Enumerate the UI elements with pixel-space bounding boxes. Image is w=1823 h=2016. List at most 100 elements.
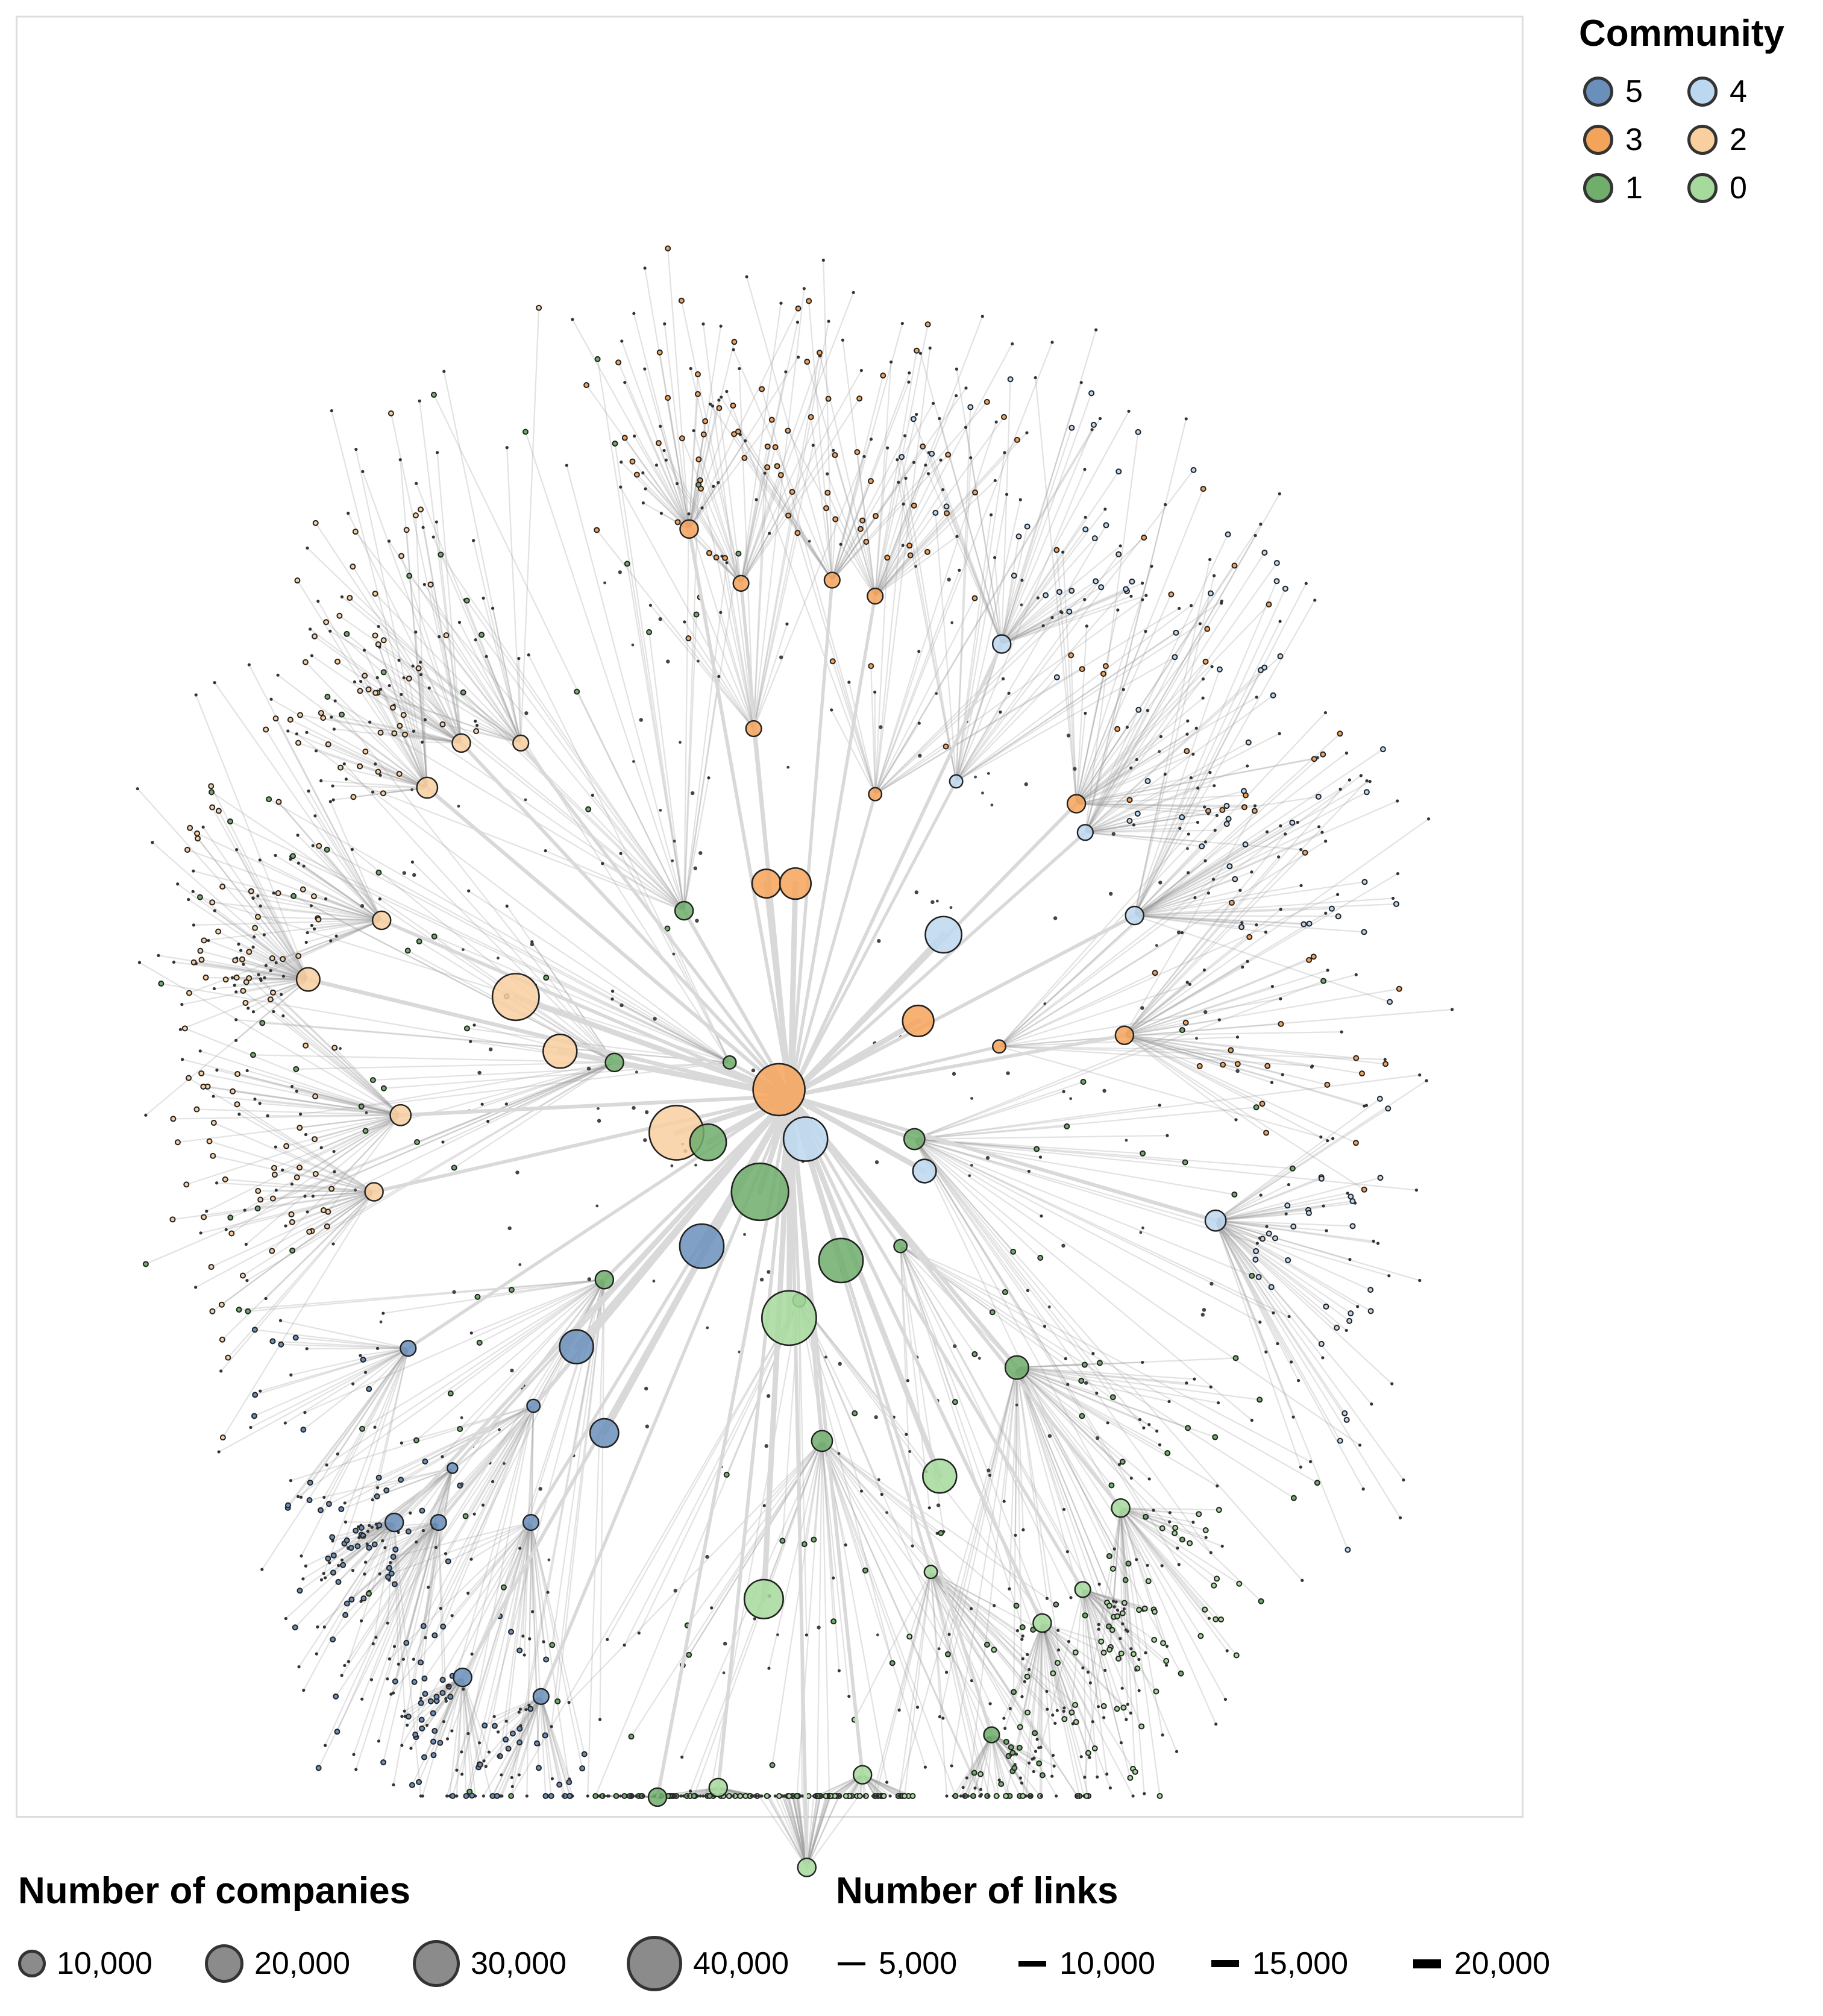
leaf-node bbox=[320, 1207, 327, 1214]
leaf-node bbox=[431, 933, 438, 940]
leaf-node bbox=[252, 1392, 259, 1398]
hub-node bbox=[912, 1158, 937, 1184]
edge bbox=[955, 494, 1008, 782]
leaf-node bbox=[246, 975, 253, 982]
edge bbox=[792, 1795, 808, 1868]
hub-link bbox=[788, 831, 1087, 1098]
leaf-node bbox=[272, 891, 275, 895]
leaf-node bbox=[1122, 1607, 1126, 1611]
size-label: 30,000 bbox=[471, 1946, 567, 1981]
leaf-node bbox=[1080, 1079, 1087, 1085]
edge bbox=[307, 919, 382, 934]
edge bbox=[510, 1300, 800, 1797]
leaf-node bbox=[521, 1634, 525, 1638]
leaf-node bbox=[635, 1794, 638, 1798]
leaf-node bbox=[505, 1745, 512, 1752]
edge bbox=[1016, 1367, 1120, 1465]
edge bbox=[831, 480, 872, 580]
hub-link bbox=[788, 1018, 921, 1099]
leaf-node bbox=[412, 729, 416, 733]
edge bbox=[1124, 1034, 1263, 1105]
edge bbox=[806, 1795, 839, 1868]
edge bbox=[340, 1467, 453, 1510]
leaf-node bbox=[305, 730, 309, 734]
leaf-node bbox=[151, 841, 154, 844]
leaf-node bbox=[245, 1279, 249, 1283]
edge bbox=[806, 1795, 830, 1868]
hub-node bbox=[1004, 1355, 1029, 1380]
leaf-node bbox=[637, 1631, 641, 1635]
edge bbox=[327, 1114, 401, 1213]
leaf-node bbox=[973, 1786, 977, 1790]
edge bbox=[914, 1138, 1261, 1323]
inner-node bbox=[808, 539, 811, 543]
edge bbox=[188, 899, 309, 980]
inner-node bbox=[952, 1072, 956, 1076]
leaf-node bbox=[1199, 843, 1205, 850]
edge bbox=[214, 682, 383, 921]
leaf-node bbox=[1348, 1258, 1352, 1261]
edge bbox=[999, 972, 1156, 1047]
leaf-node bbox=[1000, 413, 1007, 420]
inner-node bbox=[1108, 891, 1113, 896]
leaf-node bbox=[391, 1581, 398, 1587]
edge bbox=[341, 1522, 395, 1561]
edge bbox=[698, 459, 742, 584]
edge bbox=[283, 919, 382, 959]
edge bbox=[383, 1279, 604, 1314]
leaf-node bbox=[692, 429, 695, 433]
edge bbox=[422, 1522, 439, 1627]
edge bbox=[378, 1405, 534, 1478]
leaf-node bbox=[856, 1793, 863, 1799]
edge bbox=[821, 1440, 982, 1797]
edge bbox=[1215, 1220, 1401, 1518]
edge bbox=[391, 1522, 532, 1574]
leaf-node bbox=[1126, 1703, 1129, 1706]
edge bbox=[738, 368, 755, 729]
edge bbox=[900, 1246, 1137, 1671]
hub-node bbox=[867, 587, 884, 605]
inner-node bbox=[1073, 767, 1077, 771]
leaf-node bbox=[1290, 1495, 1297, 1501]
leaf-node bbox=[390, 1554, 397, 1560]
edge bbox=[1120, 1507, 1168, 1647]
edge bbox=[557, 1280, 605, 1702]
leaf-node bbox=[1091, 1745, 1098, 1752]
leaf-node bbox=[607, 1794, 611, 1798]
edge bbox=[1085, 796, 1319, 834]
leaf-node bbox=[1259, 1193, 1263, 1197]
link-legend-title: Number of links bbox=[836, 1870, 1119, 1912]
leaf-node bbox=[136, 787, 139, 791]
edge bbox=[145, 979, 309, 1116]
leaf-node bbox=[288, 1211, 295, 1217]
edge bbox=[265, 729, 383, 921]
inner-node bbox=[1047, 1305, 1051, 1308]
leaf-node bbox=[496, 1730, 500, 1734]
leaf-node bbox=[1106, 1553, 1112, 1559]
leaf-node bbox=[448, 1794, 451, 1798]
leaf-node bbox=[574, 688, 580, 695]
leaf-node bbox=[258, 1102, 262, 1105]
edge bbox=[1120, 1507, 1217, 1580]
leaf-node bbox=[482, 1722, 488, 1729]
edge bbox=[782, 1795, 808, 1868]
hub-node bbox=[674, 900, 694, 921]
leaf-node bbox=[654, 463, 659, 467]
edge bbox=[297, 834, 382, 921]
leaf-node bbox=[628, 1794, 632, 1798]
leaf-node bbox=[1202, 1527, 1209, 1533]
leaf-node bbox=[314, 749, 318, 753]
leaf-node bbox=[206, 1138, 213, 1145]
edge bbox=[254, 1348, 409, 1417]
leaf-node bbox=[543, 975, 550, 981]
edge bbox=[225, 1191, 374, 1231]
edge bbox=[415, 632, 428, 788]
edge bbox=[372, 1522, 395, 1644]
leaf-node bbox=[415, 1540, 418, 1544]
edge bbox=[1134, 878, 1235, 917]
edge bbox=[362, 1279, 605, 1430]
leaf-node bbox=[1137, 1657, 1141, 1662]
leaf-node bbox=[1450, 1008, 1454, 1011]
leaf-node bbox=[1105, 1773, 1109, 1776]
leaf-node bbox=[371, 1498, 374, 1502]
